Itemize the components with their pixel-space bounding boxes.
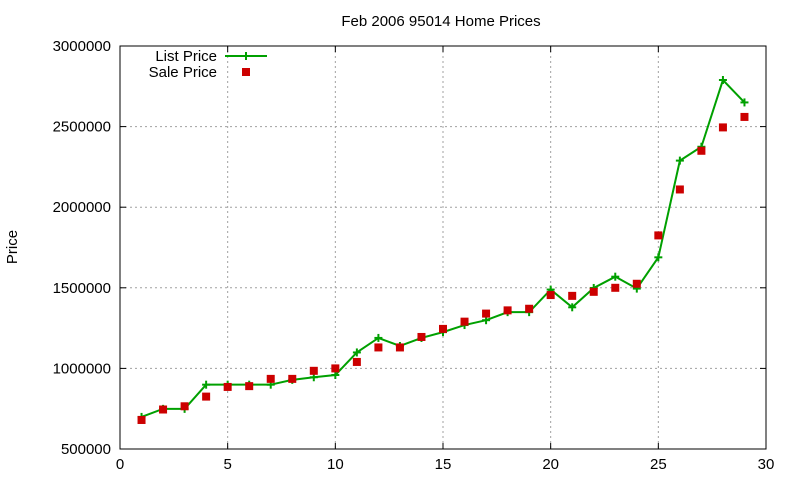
sale-price-point — [180, 402, 189, 411]
plot-frame — [119, 45, 767, 450]
legend-marker-sale-price — [242, 68, 250, 76]
x-tick-label: 5 — [223, 456, 231, 473]
sale-price-point — [503, 306, 512, 315]
sale-price-point — [202, 392, 211, 401]
x-tick-label: 20 — [542, 456, 559, 473]
sale-price-point — [245, 382, 254, 391]
x-tick-label: 30 — [758, 456, 775, 473]
grid — [120, 46, 766, 449]
x-tick-label: 25 — [650, 456, 667, 473]
x-tick-label: 15 — [435, 456, 452, 473]
sale-price-point — [395, 343, 404, 352]
y-tick-label: 1000000 — [53, 360, 111, 377]
y-tick-label: 500000 — [61, 441, 111, 458]
series-layer — [137, 76, 749, 424]
sale-price-point — [417, 332, 426, 341]
sale-price-point — [266, 374, 275, 383]
list-price-point — [740, 98, 749, 107]
sale-price-point — [374, 343, 383, 352]
list-price-point — [675, 156, 684, 165]
sale-price-point — [331, 364, 340, 373]
y-tick-label: 2000000 — [53, 199, 111, 216]
sale-price-point — [482, 309, 491, 318]
sale-price-point — [137, 415, 146, 424]
sale-price-point — [223, 382, 232, 391]
list-price-point — [352, 348, 361, 357]
legend-label-list-price: List Price — [155, 48, 217, 65]
sale-price-point — [546, 291, 555, 300]
list-price-point — [374, 333, 383, 342]
sale-price-point — [718, 123, 727, 132]
legend-marker-list-price — [242, 52, 250, 60]
legend-label-sale-price: Sale Price — [149, 64, 217, 81]
sale-price-point — [159, 405, 168, 414]
y-tick-label: 2500000 — [53, 119, 111, 136]
sale-price-point — [589, 287, 598, 296]
sale-price-point — [352, 357, 361, 366]
sale-price-point — [288, 374, 297, 383]
sale-price-point — [654, 231, 663, 240]
y-tick-label: 1500000 — [53, 280, 111, 297]
series-sale-price — [137, 112, 749, 424]
sale-price-point — [611, 283, 620, 292]
sale-price-point — [632, 279, 641, 288]
list-price-point — [568, 303, 577, 312]
y-axis-label: Price — [4, 230, 21, 264]
sale-price-point — [525, 304, 534, 313]
chart-title: Feb 2006 95014 Home Prices — [341, 13, 540, 30]
sale-price-point — [568, 291, 577, 300]
list-price-point — [611, 272, 620, 281]
x-tick-label: 0 — [116, 456, 124, 473]
sale-price-point — [675, 185, 684, 194]
sale-price-point — [439, 324, 447, 333]
y-tick-label: 3000000 — [53, 38, 111, 55]
sale-price-point — [460, 317, 469, 326]
list-price-point — [654, 253, 663, 262]
sale-price-point — [740, 112, 749, 121]
list-price-point — [718, 76, 727, 85]
x-tick-label: 10 — [327, 456, 344, 473]
list-price-point — [202, 380, 211, 389]
sale-price-point — [697, 146, 706, 155]
sale-price-point — [309, 366, 318, 375]
